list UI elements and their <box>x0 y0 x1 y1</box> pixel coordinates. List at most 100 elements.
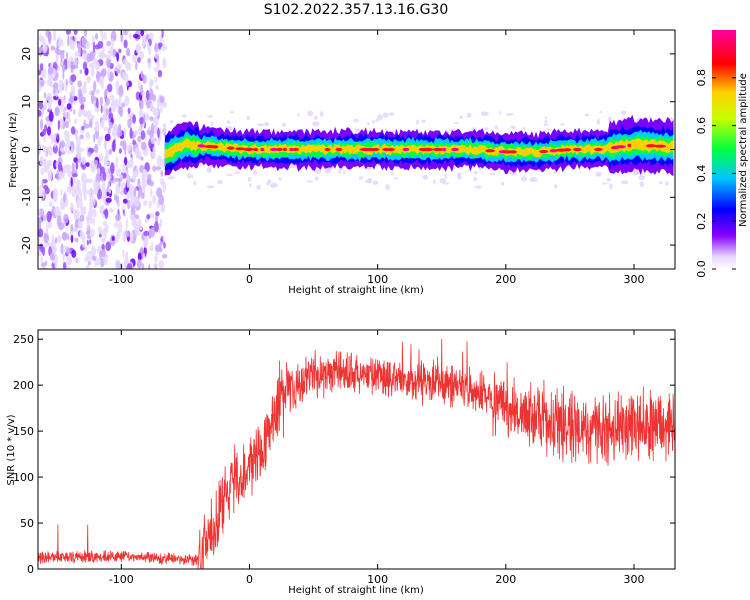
noise-blob <box>149 116 154 121</box>
haze-blob <box>506 113 514 116</box>
haze-blob <box>353 118 359 123</box>
noise-blob <box>105 197 112 203</box>
signal-peak <box>253 147 259 152</box>
noise-blob <box>70 145 73 154</box>
noise-blob <box>45 163 51 170</box>
noise-blob <box>66 233 70 241</box>
haze-blob <box>170 119 173 124</box>
noise-blob <box>60 189 63 196</box>
noise-blob <box>160 129 166 135</box>
noise-blob <box>38 208 41 215</box>
signal-peak <box>563 148 572 152</box>
noise-blob <box>89 51 95 61</box>
signal-peak <box>324 147 331 152</box>
noise-blob <box>54 106 60 117</box>
noise-blob <box>116 195 119 205</box>
noise-blob <box>38 100 43 110</box>
haze-blob <box>521 176 528 182</box>
haze-blob <box>390 171 394 176</box>
noise-blob <box>111 236 115 241</box>
haze-blob <box>632 171 640 176</box>
noise-blob <box>111 141 116 152</box>
noise-blob <box>46 92 52 102</box>
noise-blob <box>161 253 168 259</box>
spectrogram-x-axis-label: Height of straight line (km) <box>288 285 424 296</box>
snr-x-ticks: -100 0 100 200 300 <box>109 330 644 586</box>
noise-blob <box>92 255 96 262</box>
colorbar-tick-label: 0.8 <box>695 69 708 87</box>
noise-blob <box>66 51 69 60</box>
noise-blob <box>141 263 145 269</box>
noise-blob <box>105 97 110 106</box>
noise-blob <box>109 178 115 184</box>
haze-blob <box>193 181 197 186</box>
noise-blob <box>62 262 67 269</box>
haze-blob <box>523 126 526 131</box>
noise-blob <box>66 58 71 69</box>
noise-blob <box>157 127 160 139</box>
haze-blob <box>599 111 603 113</box>
noise-blob <box>89 239 92 245</box>
noise-blob <box>139 246 144 254</box>
noise-blob <box>54 143 57 148</box>
noise-blob <box>123 127 127 139</box>
noise-blob <box>39 185 42 193</box>
noise-blob <box>70 61 74 74</box>
noise-blob <box>161 45 168 51</box>
noise-blob <box>110 162 115 175</box>
noise-blob <box>46 220 53 229</box>
noise-blob <box>69 202 74 213</box>
haze-blob <box>337 168 344 171</box>
noise-blob <box>63 213 69 224</box>
signal-peak <box>422 147 434 152</box>
noise-blob <box>53 30 57 42</box>
noise-blob <box>153 125 159 135</box>
haze-blob <box>312 121 320 127</box>
noise-blob <box>80 104 85 110</box>
noise-blob <box>62 164 69 174</box>
noise-blob <box>61 172 65 179</box>
haze-blob <box>510 125 516 129</box>
noise-blob <box>73 227 79 232</box>
noise-blob <box>100 120 105 129</box>
haze-blob <box>543 123 549 126</box>
noise-blob <box>49 252 55 261</box>
signal-peak <box>432 147 444 152</box>
noise-blob <box>86 235 92 240</box>
noise-blob <box>38 46 43 53</box>
spectrogram-y-ticks: -20 -10 0 10 20 <box>20 47 675 254</box>
signal-peak <box>451 147 459 152</box>
noise-blob <box>126 160 132 168</box>
noise-blob <box>135 61 138 71</box>
haze-blob <box>278 177 282 181</box>
noise-blob <box>73 30 78 36</box>
x-tick-label: 200 <box>495 573 516 586</box>
noise-blob <box>115 156 118 168</box>
noise-blob <box>67 149 71 154</box>
haze-blob <box>385 128 388 132</box>
haze-blob <box>480 111 489 117</box>
haze-blob <box>500 182 505 186</box>
noise-blob <box>99 153 104 162</box>
noise-blob <box>88 207 94 218</box>
noise-blob <box>155 85 159 90</box>
signal-peak <box>289 147 294 152</box>
noise-blob <box>82 111 86 117</box>
noise-blob <box>113 123 118 135</box>
haze-blob <box>560 123 565 126</box>
noise-blob <box>105 241 111 252</box>
noise-blob <box>132 170 137 182</box>
noise-blob <box>105 149 110 160</box>
noise-blob <box>118 85 124 98</box>
noise-blob <box>122 71 126 82</box>
haze-blob <box>307 110 314 117</box>
noise-blob <box>100 249 106 258</box>
y-tick-label: 0 <box>20 146 33 153</box>
haze-blob <box>639 181 645 187</box>
noise-blob <box>86 239 89 246</box>
noise-blob <box>140 141 147 151</box>
noise-blob <box>140 130 146 140</box>
haze-blob <box>382 112 389 118</box>
noise-blob <box>115 214 121 222</box>
noise-blob <box>86 230 90 236</box>
